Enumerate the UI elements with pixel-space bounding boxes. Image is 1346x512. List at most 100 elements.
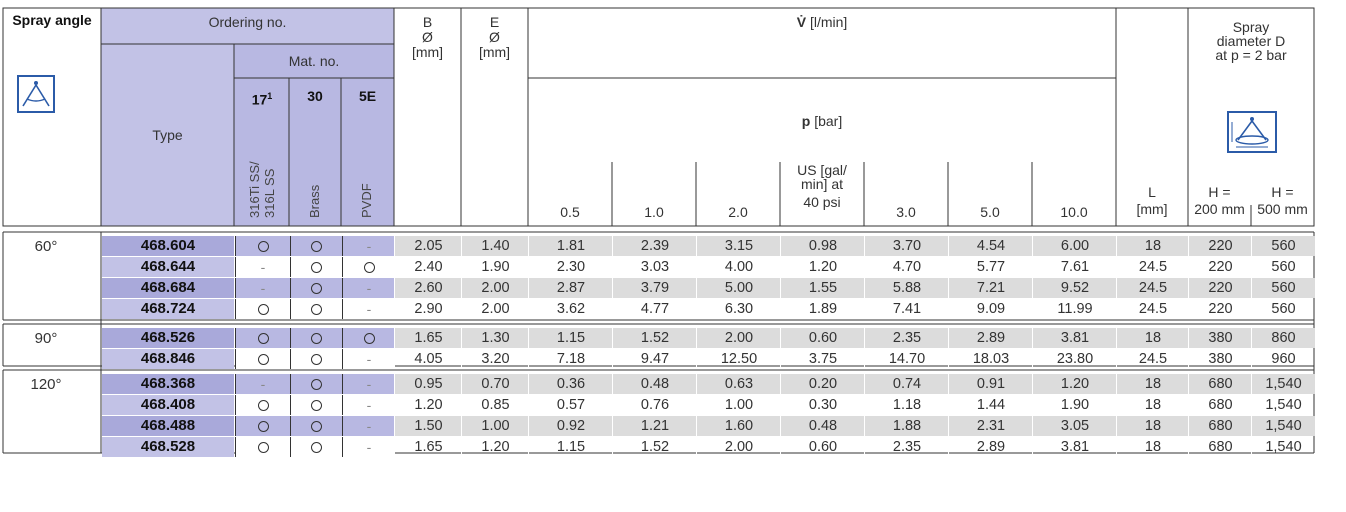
- type-cell: 468.528: [102, 437, 234, 457]
- e-label: E: [489, 14, 500, 30]
- material-cell: [235, 236, 290, 256]
- material-cell: -: [342, 299, 395, 319]
- value-cell: 680: [1188, 416, 1252, 436]
- value-cell: 3.79: [612, 278, 697, 298]
- b-diam: Ø: [422, 29, 433, 45]
- available-circle-icon: [311, 441, 322, 453]
- value-cell: 2.87: [528, 278, 613, 298]
- value-cell: 3.15: [696, 236, 781, 256]
- type-cell: 468.408: [102, 395, 234, 415]
- material-cell: [290, 374, 342, 394]
- value-cell: 1.18: [864, 395, 949, 415]
- value-cell: 2.00: [696, 328, 781, 348]
- material-cell: [290, 349, 342, 369]
- available-circle-icon: [311, 353, 322, 365]
- value-cell: 18: [1116, 328, 1189, 348]
- value-cell: 12.50: [696, 349, 781, 369]
- material-cell: [290, 328, 342, 348]
- value-cell: 7.61: [1032, 257, 1117, 277]
- table-row: 468.488 - 1.50 1.00 0.92 1.21 1.60 0.48 1.88 2.31…: [0, 416, 1346, 436]
- value-cell: 1.55: [780, 278, 865, 298]
- value-cell: 0.95: [394, 374, 462, 394]
- available-circle-icon: [311, 240, 322, 252]
- material-cell: [290, 437, 342, 457]
- value-cell: 2.39: [612, 236, 697, 256]
- value-cell: 9.47: [612, 349, 697, 369]
- value-cell: 1.90: [461, 257, 529, 277]
- value-cell: 220: [1188, 257, 1252, 277]
- unavailable-dash: -: [366, 238, 372, 254]
- material-cell: [290, 236, 342, 256]
- value-cell: 3.05: [1032, 416, 1117, 436]
- value-cell: 1.20: [394, 395, 462, 415]
- type-cell: 468.368: [102, 374, 234, 394]
- spray-angle-value: 60°: [34, 238, 58, 255]
- type-cell: 468.488: [102, 416, 234, 436]
- pressure-3-0: 3.0: [896, 204, 916, 220]
- table-row: 468.684 - - 2.60 2.00 2.87 3.79 5.00 1.55 5.88 7.2…: [0, 278, 1346, 298]
- value-cell: 18: [1116, 416, 1189, 436]
- value-cell: 3.75: [780, 349, 865, 369]
- value-cell: 3.70: [864, 236, 949, 256]
- value-cell: 2.00: [461, 278, 529, 298]
- ordering-no-header: Ordering no.: [208, 14, 287, 30]
- value-cell: 4.05: [394, 349, 462, 369]
- value-cell: 5.88: [864, 278, 949, 298]
- table-row: 468.528 - 1.65 1.20 1.15 1.52 2.00 0.60 2.35 2.89…: [0, 437, 1346, 457]
- value-cell: 2.90: [394, 299, 462, 319]
- value-cell: 2.30: [528, 257, 613, 277]
- value-cell: 2.35: [864, 437, 949, 457]
- unavailable-dash: -: [260, 376, 266, 392]
- available-circle-icon: [257, 303, 269, 315]
- value-cell: 3.81: [1032, 437, 1117, 457]
- material-cell: -: [235, 257, 290, 277]
- available-circle-icon: [257, 441, 269, 453]
- material-cell: -: [342, 395, 395, 415]
- value-cell: 1.88: [864, 416, 949, 436]
- value-cell: 3.03: [612, 257, 697, 277]
- mat-code-5e: 5E: [358, 88, 377, 104]
- value-cell: 2.60: [394, 278, 462, 298]
- available-circle-icon: [311, 303, 322, 315]
- h200-header: H = 200 mm: [1194, 184, 1245, 217]
- value-cell: 5.77: [948, 257, 1033, 277]
- available-circle-icon: [257, 353, 269, 365]
- material-cell: [235, 416, 290, 436]
- value-cell: 3.20: [461, 349, 529, 369]
- value-cell: 1.20: [461, 437, 529, 457]
- value-cell: 1.20: [780, 257, 865, 277]
- material-cell: [342, 328, 395, 348]
- b-label: B: [422, 14, 433, 30]
- material-cell: [290, 299, 342, 319]
- value-cell: 1.52: [612, 328, 697, 348]
- value-cell: 0.70: [461, 374, 529, 394]
- available-circle-icon: [363, 332, 375, 344]
- value-cell: 18: [1116, 374, 1189, 394]
- table-row: 468.408 - 1.20 0.85 0.57 0.76 1.00 0.30 1.18 1.44…: [0, 395, 1346, 415]
- value-cell: 0.98: [780, 236, 865, 256]
- e-unit: [mm]: [478, 44, 511, 60]
- value-cell: 24.5: [1116, 299, 1189, 319]
- value-cell: 220: [1188, 236, 1252, 256]
- available-circle-icon: [311, 399, 322, 411]
- material-cell: -: [235, 374, 290, 394]
- value-cell: 1,540: [1251, 374, 1315, 394]
- mat-code-30: 30: [307, 88, 323, 104]
- value-cell: 2.89: [948, 328, 1033, 348]
- unavailable-dash: -: [366, 351, 372, 367]
- value-cell: 380: [1188, 349, 1252, 369]
- us-gal-header: US [gal/min] at 40 psi: [797, 162, 847, 210]
- h500-header: H = 500 mm: [1257, 184, 1308, 217]
- value-cell: 0.85: [461, 395, 529, 415]
- value-cell: 24.5: [1116, 278, 1189, 298]
- material-cell: [235, 299, 290, 319]
- value-cell: 1.00: [696, 395, 781, 415]
- unavailable-dash: -: [366, 376, 372, 392]
- material-cell: [235, 395, 290, 415]
- value-cell: 1,540: [1251, 395, 1315, 415]
- material-cell: [235, 437, 290, 457]
- value-cell: 0.48: [780, 416, 865, 436]
- unavailable-dash: -: [260, 280, 266, 296]
- value-cell: 18.03: [948, 349, 1033, 369]
